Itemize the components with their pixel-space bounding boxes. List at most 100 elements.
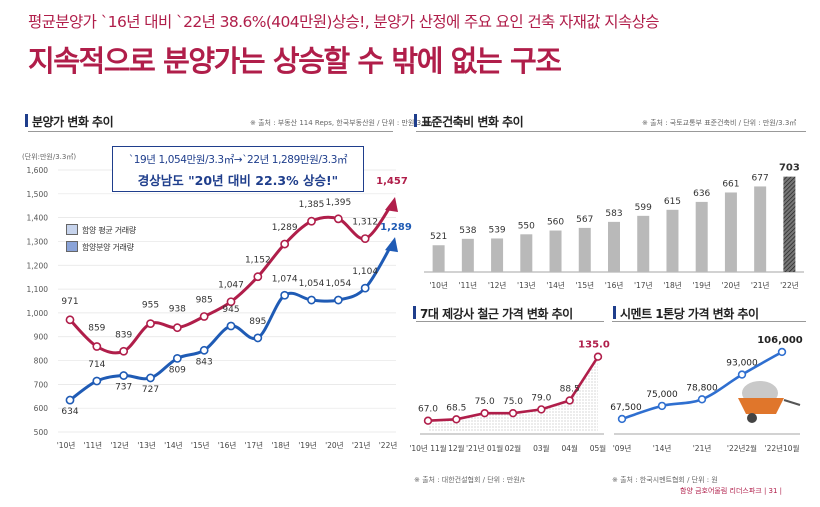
- price-data-point: [253, 333, 263, 343]
- rebar-source: ※ 출처 : 대한건설협회 / 단위 : 만원/t: [414, 476, 525, 484]
- price-sale-value-label: 1,054: [325, 279, 351, 289]
- price-legend: 함양 평균 거래량 함양분양 거래량: [66, 224, 186, 258]
- price-section-title: 분양가 변화 추이: [25, 113, 114, 130]
- price-avg-value-label: 859: [88, 323, 105, 333]
- price-data-point: [146, 319, 155, 329]
- price-sale-value-label: 714: [88, 360, 105, 370]
- rebar-xtick-label: 04월: [561, 443, 578, 453]
- cement-divider: [612, 321, 806, 322]
- price-data-point: [226, 321, 236, 331]
- price-sale-value-label: 737: [115, 383, 132, 393]
- cement-xtick-label: '21년: [693, 443, 712, 453]
- cement-data-point: [657, 401, 667, 411]
- price-data-point: [333, 214, 343, 224]
- price-section-title-text: 분양가 변화 추이: [32, 115, 114, 129]
- price-data-point: [119, 346, 129, 356]
- price-data-point: [226, 297, 236, 307]
- price-avg-value-label: 839: [115, 330, 132, 340]
- rebar-section-title-text: 7대 제강사 철근 가격 변화 추이: [420, 307, 573, 321]
- legend-label-avg: 함양 평균 거래량: [82, 226, 136, 235]
- price-data-point: [253, 272, 263, 282]
- price-xtick-label: '22년: [379, 440, 398, 450]
- price-xtick-label: '13년: [137, 440, 156, 450]
- rebar-data-point: [593, 352, 603, 361]
- construction-xtick-label: '11년: [459, 280, 478, 290]
- price-avg-value-label: 1,152: [245, 256, 271, 266]
- construction-xtick-label: '10년: [429, 280, 448, 290]
- rebar-value-label: 75.0: [503, 397, 523, 407]
- cement-section-title-text: 시멘트 1톤당 가격 변화 추이: [620, 307, 759, 321]
- page-subtitle: 평균분양가 `16년 대비 `22년 38.6%(404만원)상승!, 분양가 …: [28, 13, 660, 31]
- cement-xtick-label: '09년: [613, 443, 632, 453]
- construction-bar: [695, 201, 708, 272]
- cement-xtick-label: '22년2월: [727, 443, 757, 453]
- price-unit: (단위:만원/3.3㎡): [22, 153, 77, 161]
- price-data-point: [360, 283, 370, 293]
- section-marker: [414, 114, 417, 127]
- price-xtick-label: '14년: [164, 440, 183, 450]
- rebar-data-point: [480, 408, 489, 418]
- construction-bar: [461, 238, 474, 272]
- price-xtick-label: '10년: [57, 440, 76, 450]
- price-avg-value-label: 955: [142, 301, 159, 311]
- price-data-point: [146, 373, 155, 383]
- construction-value-label: 599: [635, 203, 652, 213]
- price-data-point: [333, 295, 343, 305]
- cement-xtick-label: '14년: [653, 443, 672, 453]
- construction-value-label: 567: [576, 215, 593, 225]
- rebar-data-point: [537, 405, 546, 414]
- price-ytick-label: 1,000: [27, 309, 49, 318]
- price-avg-value-label: 1,312: [352, 218, 378, 228]
- price-sale-value-label: 843: [196, 357, 213, 367]
- construction-section-title: 표준건축비 변화 추이: [414, 113, 524, 130]
- construction-value-label: 636: [693, 189, 710, 199]
- price-avg-value-label: 1,385: [299, 200, 325, 210]
- section-marker: [613, 306, 616, 319]
- price-avg-value-label: 971: [61, 297, 78, 307]
- section-marker: [25, 114, 28, 127]
- construction-bar: [754, 186, 767, 272]
- construction-section-title-text: 표준건축비 변화 추이: [421, 115, 524, 129]
- rebar-value-label: 67.0: [418, 405, 438, 415]
- price-xtick-label: '20년: [325, 440, 344, 450]
- rebar-value-label: 68.5: [446, 403, 466, 413]
- construction-xtick-label: '22년: [780, 280, 799, 290]
- construction-xtick-label: '12년: [488, 280, 507, 290]
- construction-value-label: 703: [779, 163, 800, 174]
- rebar-xtick-label: 03월: [533, 443, 550, 453]
- price-data-point: [307, 216, 316, 226]
- construction-xtick-label: '16년: [605, 280, 624, 290]
- construction-value-label: 550: [518, 221, 535, 231]
- section-marker: [413, 306, 416, 319]
- rebar-value-label: 88.5: [560, 384, 580, 394]
- cement-data-point: [737, 370, 747, 379]
- price-data-point: [92, 376, 102, 386]
- rebar-xtick-label: '10년 11월: [409, 443, 446, 453]
- price-divider: [28, 131, 393, 132]
- cement-data-point: [697, 395, 707, 404]
- price-source: ※ 출처 : 부동산 114 Reps, 한국부동산원 / 단위 : 만원/3.…: [250, 119, 435, 127]
- price-data-point: [119, 371, 129, 380]
- price-data-point: [172, 354, 182, 363]
- construction-bar: [432, 245, 445, 272]
- rebar-xtick-label: 12월: [448, 443, 465, 453]
- price-sale-value-label: 634: [61, 407, 78, 417]
- price-ytick-label: 500: [34, 428, 49, 437]
- price-xtick-label: '21년: [352, 440, 371, 450]
- construction-xtick-label: '20년: [722, 280, 741, 290]
- price-ytick-label: 900: [34, 333, 49, 342]
- construction-bar: [491, 238, 504, 272]
- rebar-data-point: [565, 396, 574, 405]
- price-avg-value-label: 1,289: [272, 223, 298, 233]
- cement-section-title: 시멘트 1톤당 가격 변화 추이: [613, 305, 759, 322]
- price-ytick-label: 1,500: [27, 190, 49, 199]
- price-sale-value-label: 809: [169, 365, 186, 375]
- construction-value-label: 538: [459, 226, 476, 236]
- price-callout-line1: `19년 1,054만원/3.3㎡→`22년 1,289만원/3.3㎡: [128, 154, 348, 166]
- rebar-value-label: 135.0: [578, 340, 610, 351]
- cement-xtick-label: '22년10월: [765, 443, 800, 453]
- price-xtick-label: '16년: [218, 440, 237, 450]
- construction-bar: [783, 176, 796, 272]
- wheelbarrow-wheel: [747, 413, 757, 423]
